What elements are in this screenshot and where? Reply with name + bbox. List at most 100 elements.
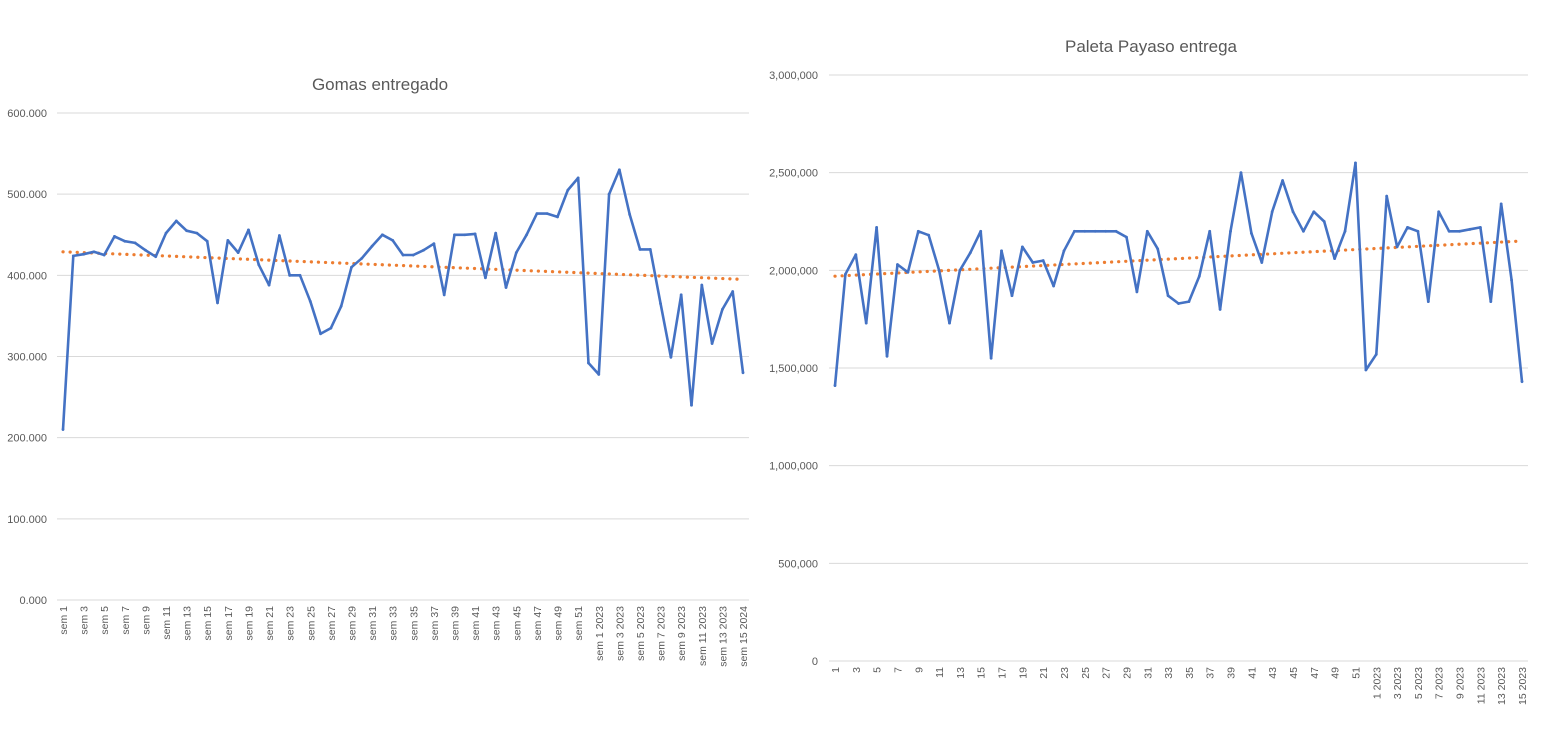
x-tick-label: sem 3 bbox=[79, 606, 91, 635]
data-point bbox=[1478, 225, 1482, 229]
chart-paleta-payaso-entrega: Paleta Payaso entrega 0 500,000 1,000,000 1,… bbox=[769, 37, 1529, 705]
data-point bbox=[463, 233, 467, 237]
x-tick-label: 21 bbox=[1038, 667, 1050, 679]
data-point bbox=[1239, 171, 1243, 175]
x-tick-label: 5 bbox=[872, 667, 884, 673]
x-tick-label: 13 2023 bbox=[1496, 667, 1508, 705]
x-tick-label: sem 49 bbox=[553, 606, 565, 641]
data-point bbox=[710, 342, 714, 345]
data-point bbox=[545, 212, 549, 216]
data-point bbox=[1135, 290, 1139, 294]
data-point bbox=[844, 272, 847, 276]
data-point bbox=[92, 250, 96, 254]
data-point bbox=[1395, 245, 1399, 249]
x-tick-label: 39 bbox=[1226, 667, 1238, 679]
data-point bbox=[195, 231, 199, 235]
x-tick-label: sem 47 bbox=[532, 606, 544, 641]
x-tick-label: sem 1 2023 bbox=[594, 606, 606, 661]
data-point bbox=[1062, 249, 1066, 253]
y-tick-label: 1,500,000 bbox=[769, 363, 818, 375]
data-point bbox=[1052, 284, 1055, 288]
data-point bbox=[1270, 210, 1274, 214]
data-point bbox=[319, 332, 322, 336]
data-point bbox=[720, 308, 724, 311]
x-tick-label: sem 15 bbox=[202, 606, 214, 641]
x-tick-label: 15 2023 bbox=[1517, 667, 1529, 705]
y-tick-label: 400.000 bbox=[7, 270, 47, 282]
y-tick-label: 100.000 bbox=[7, 514, 47, 526]
data-point bbox=[566, 188, 570, 192]
x-tick-label: 3 bbox=[851, 667, 863, 673]
y-tick-label: 500,000 bbox=[778, 558, 818, 570]
data-point bbox=[535, 212, 539, 216]
data-point bbox=[391, 239, 395, 242]
data-point bbox=[1010, 294, 1014, 298]
x-tick-label: sem 33 bbox=[388, 606, 400, 641]
x-tick-label: 49 bbox=[1330, 667, 1342, 679]
x-tick-label: sem 11 bbox=[161, 606, 173, 640]
chart-gomas-entregado: Gomas entregado 0.000 100.000 200.000 300.00… bbox=[7, 75, 750, 667]
data-point bbox=[453, 233, 456, 237]
data-point bbox=[576, 176, 580, 180]
data-point bbox=[1499, 202, 1503, 206]
x-tick-label: sem 15 2024 bbox=[738, 606, 750, 667]
data-point bbox=[339, 304, 343, 308]
data-point bbox=[267, 283, 271, 287]
data-point bbox=[514, 251, 518, 255]
x-tick-label: 1 2023 bbox=[1371, 667, 1383, 699]
x-tick-label: 9 bbox=[913, 667, 925, 673]
data-point bbox=[1073, 229, 1076, 233]
data-point bbox=[648, 247, 652, 251]
data-point bbox=[948, 321, 951, 325]
x-tick-label: sem 13 2023 bbox=[717, 606, 729, 667]
data-point bbox=[927, 233, 931, 237]
data-point bbox=[587, 361, 590, 365]
data-point bbox=[1093, 229, 1097, 233]
x-tick-label: 13 bbox=[955, 667, 967, 679]
data-point bbox=[247, 228, 250, 232]
data-point bbox=[257, 263, 261, 267]
x-tick-label: sem 7 2023 bbox=[656, 606, 668, 661]
data-point bbox=[380, 233, 384, 237]
data-point bbox=[1000, 249, 1003, 253]
x-tick-label: 47 bbox=[1309, 667, 1321, 679]
data-point bbox=[1322, 220, 1326, 223]
data-point bbox=[669, 355, 673, 359]
data-point bbox=[906, 270, 910, 274]
data-point bbox=[854, 253, 858, 257]
y-tick-label: 500.000 bbox=[7, 189, 47, 201]
data-point bbox=[350, 265, 353, 269]
data-point bbox=[154, 255, 158, 259]
data-point bbox=[875, 225, 879, 229]
data-point bbox=[82, 252, 86, 256]
x-tick-label: 7 bbox=[892, 667, 904, 673]
data-point bbox=[185, 229, 189, 233]
data-point bbox=[1041, 259, 1045, 262]
x-tick-label: sem 31 bbox=[367, 606, 379, 641]
data-point bbox=[71, 254, 75, 258]
data-point bbox=[226, 239, 230, 242]
data-point bbox=[968, 251, 972, 255]
x-tick-label: 3 2023 bbox=[1392, 667, 1404, 699]
data-point bbox=[1302, 229, 1305, 233]
x-tick-label: 29 bbox=[1121, 667, 1133, 679]
data-point bbox=[277, 234, 281, 237]
y-tick-label: 600.000 bbox=[7, 108, 47, 120]
data-point bbox=[236, 251, 240, 255]
data-point bbox=[1374, 352, 1378, 356]
x-tick-label: 51 bbox=[1350, 667, 1362, 679]
data-point bbox=[1187, 300, 1191, 303]
data-point bbox=[617, 168, 621, 172]
data-point bbox=[958, 268, 962, 272]
x-tick-label: 33 bbox=[1163, 667, 1175, 679]
trendline bbox=[833, 239, 1524, 278]
x-tick-label: sem 23 bbox=[285, 606, 297, 641]
data-point bbox=[61, 428, 65, 431]
data-point bbox=[1510, 278, 1513, 282]
data-point bbox=[525, 233, 529, 237]
x-tick-label: sem 51 bbox=[573, 606, 585, 641]
data-point bbox=[659, 302, 662, 306]
data-point bbox=[442, 293, 446, 297]
data-point bbox=[1125, 235, 1128, 239]
